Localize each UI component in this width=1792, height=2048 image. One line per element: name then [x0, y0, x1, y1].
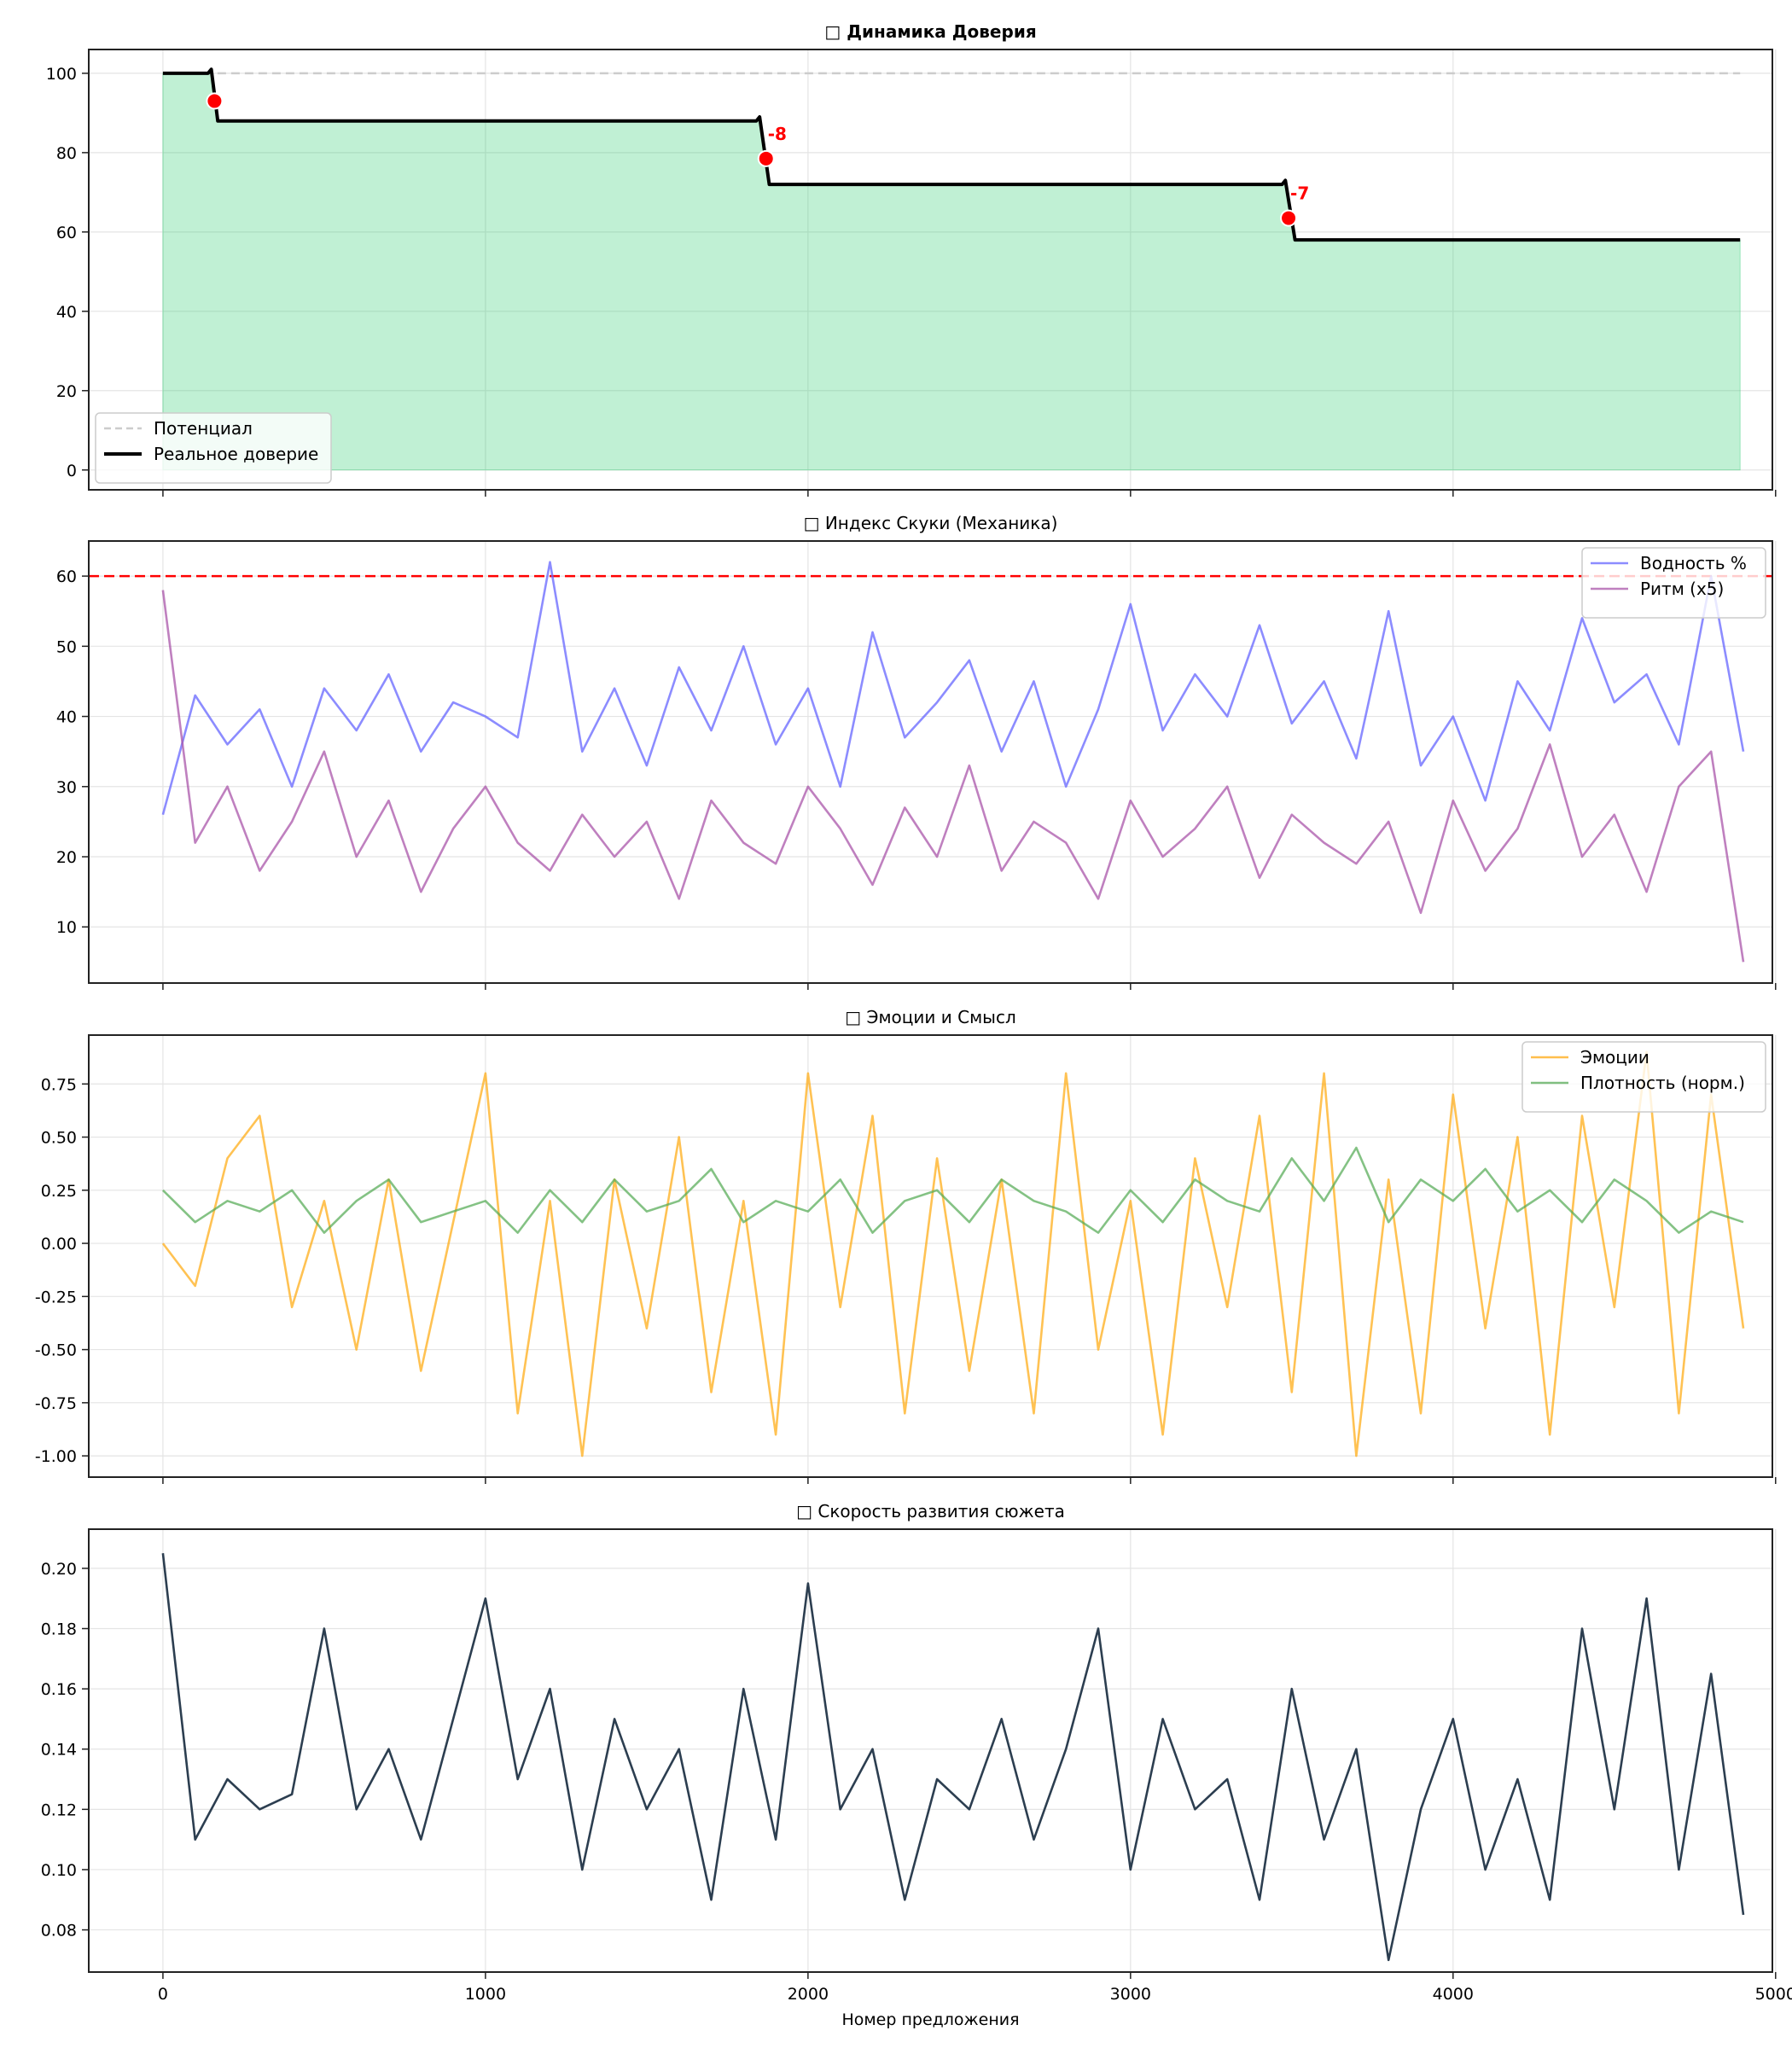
- y-tick-label: 0.00: [41, 1235, 77, 1254]
- y-tick-label: 20: [56, 848, 77, 867]
- y-tick-label: -0.75: [35, 1394, 77, 1413]
- legend-box: [1521, 1041, 1766, 1113]
- event-marker: [757, 149, 775, 167]
- axes-frame: [88, 49, 1773, 491]
- y-tick-label: 0.12: [41, 1801, 77, 1819]
- x-axis-label: Номер предложения: [841, 2010, 1019, 2029]
- plot-area: [162, 67, 1741, 471]
- y-tick-label: -1.00: [35, 1447, 77, 1466]
- axes-frame: [88, 1034, 1773, 1478]
- y-tick-label: 20: [56, 382, 77, 401]
- legend: Водность % Ритм (x5): [1581, 547, 1766, 619]
- y-tick-label: 10: [56, 918, 77, 937]
- panel-title: □ Скорость развития сюжета: [796, 1501, 1065, 1521]
- legend-label: Потенциал: [154, 418, 253, 439]
- x-tick-label: 2000: [788, 1985, 829, 2004]
- series-line-1: [161, 590, 1745, 963]
- x-tick-label: 3000: [1110, 1985, 1151, 2004]
- x-tick-label: 0: [158, 1985, 168, 2004]
- event-marker: [206, 92, 224, 110]
- legend-label: Водность %: [1640, 553, 1747, 573]
- y-tick-label: 0.75: [41, 1075, 77, 1094]
- y-tick-label: 0.14: [41, 1741, 77, 1760]
- y-tick-label: 40: [56, 708, 77, 727]
- x-tick-label: 5000: [1755, 1985, 1792, 2004]
- axes-frame: [88, 1528, 1773, 1973]
- series-line-1: [161, 1146, 1744, 1234]
- y-tick-label: 0.08: [41, 1922, 77, 1940]
- series-fill-area: [162, 67, 1741, 471]
- y-tick-label: 50: [56, 637, 77, 656]
- plot-area: [161, 1553, 1745, 1962]
- y-tick-label: 40: [56, 303, 77, 322]
- y-tick-label: 0.18: [41, 1620, 77, 1639]
- panel-2: □ Индекс Скуки (Механика) 10 20 30 40 50 60 Вод…: [56, 513, 1777, 990]
- plot-area: [89, 561, 1772, 963]
- y-tick-label: 60: [56, 567, 77, 586]
- legend-label: Реальное доверие: [154, 444, 318, 464]
- y-tick-label: -0.25: [35, 1288, 77, 1306]
- legend-label: Ритм (x5): [1640, 579, 1724, 599]
- series-line-0: [161, 1553, 1745, 1962]
- y-tick-label: 60: [56, 224, 77, 242]
- series-line-0: [161, 1050, 1745, 1457]
- y-tick-label: 0.16: [41, 1680, 77, 1699]
- legend-label: Плотность (норм.): [1580, 1073, 1745, 1093]
- y-tick-label: 0.10: [41, 1861, 77, 1880]
- event-label: -8: [768, 124, 787, 144]
- panel-title: □ Эмоции и Смысл: [845, 1007, 1016, 1027]
- event-label: -7: [1290, 183, 1309, 204]
- panel-4: □ Скорость развития сюжета 0 1000 2000 3000 4…: [41, 1501, 1792, 2029]
- panel-3: □ Эмоции и Смысл -1.00 -0.75 -0.50 -0.25 0.00…: [35, 1007, 1777, 1484]
- series-line-0: [161, 561, 1745, 816]
- y-tick-label: 30: [56, 778, 77, 797]
- y-tick-label: 0.25: [41, 1182, 77, 1201]
- legend: Эмоции Плотность (норм.): [1521, 1041, 1766, 1113]
- y-tick-label: 80: [56, 144, 77, 163]
- y-tick-label: 0.50: [41, 1129, 77, 1148]
- legend-box: [95, 412, 332, 484]
- plot-area: [161, 1050, 1745, 1457]
- panel-title: □ Динамика Доверия: [824, 21, 1036, 42]
- event-marker: [1280, 209, 1298, 227]
- legend-label: Эмоции: [1580, 1047, 1649, 1068]
- y-tick-label: 100: [46, 65, 77, 84]
- x-tick-label: 1000: [465, 1985, 506, 2004]
- legend: Потенциал Реальное доверие: [95, 412, 332, 484]
- axes-frame: [88, 540, 1773, 984]
- legend-box: [1581, 547, 1766, 619]
- y-tick-label: -0.50: [35, 1341, 77, 1360]
- x-tick-label: 4000: [1433, 1985, 1474, 2004]
- y-tick-label: 0.20: [41, 1560, 77, 1579]
- panel-1: □ Динамика Доверия 0 20 40 60 80 100 -8 -7 Потенц…: [46, 21, 1777, 497]
- panel-title: □ Индекс Скуки (Механика): [804, 513, 1058, 533]
- y-tick-label: 0: [67, 462, 77, 480]
